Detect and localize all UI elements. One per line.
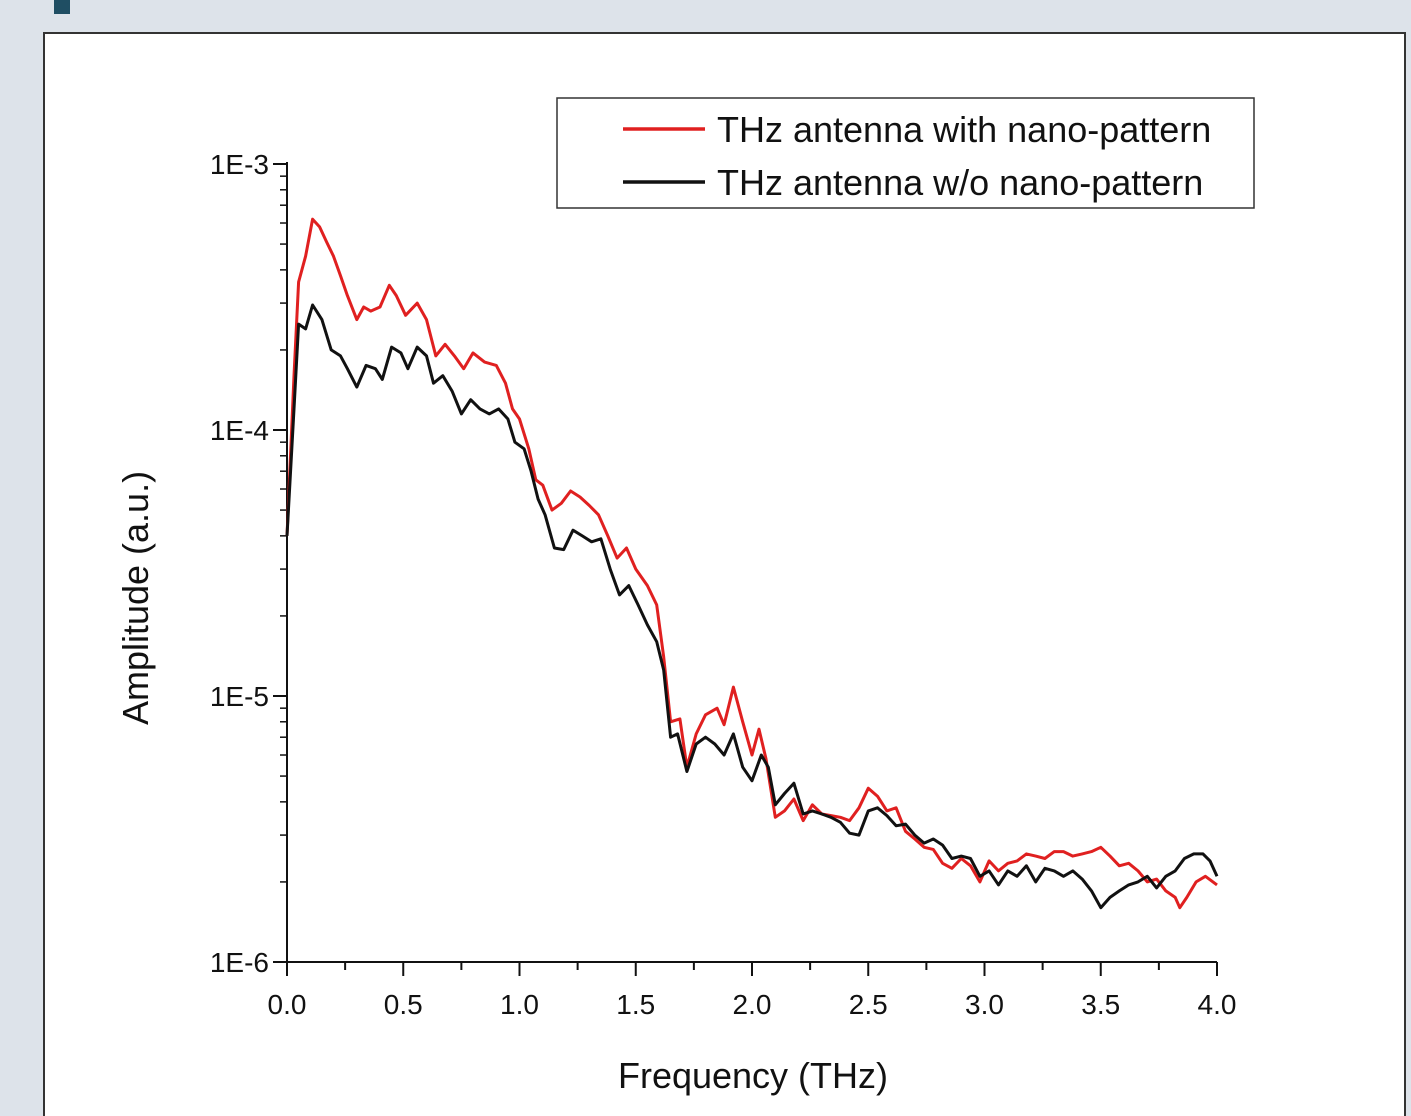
x-tick-label: 1.0 — [500, 989, 539, 1020]
x-tick-label: 4.0 — [1198, 989, 1237, 1020]
legend-label-1: THz antenna w/o nano-pattern — [717, 162, 1203, 203]
x-axis-title: Frequency (THz) — [618, 1055, 888, 1096]
series-line-1 — [285, 303, 1219, 910]
axes: 0.0 0.5 1.0 1.5 2.0 2.5 3.0 3.5 4.0 1E-6 1E-5 1E-4 1… — [210, 149, 1237, 1020]
legend: THz antenna with nano-pattern THz antenn… — [556, 97, 1255, 209]
x-tick-label: 2.0 — [733, 989, 772, 1020]
x-tick-label: 0.0 — [268, 989, 307, 1020]
x-tick-label: 1.5 — [616, 989, 655, 1020]
y-tick-label: 1E-3 — [210, 149, 269, 180]
series-line-0 — [285, 217, 1218, 910]
x-tick-label: 0.5 — [384, 989, 423, 1020]
chart-svg: 0.0 0.5 1.0 1.5 2.0 2.5 3.0 3.5 4.0 1E-6 1E-5 1E-4 1… — [115, 97, 1255, 1096]
x-tick-label: 3.5 — [1081, 989, 1120, 1020]
legend-label-0: THz antenna with nano-pattern — [717, 109, 1211, 150]
top-accent-bar — [54, 0, 70, 14]
y-tick-label: 1E-5 — [210, 681, 269, 712]
x-tick-label: 3.0 — [965, 989, 1004, 1020]
x-tick-label: 2.5 — [849, 989, 888, 1020]
chart-panel: 0.0 0.5 1.0 1.5 2.0 2.5 3.0 3.5 4.0 1E-6 1E-5 1E-4 1… — [43, 32, 1406, 1116]
y-tick-label: 1E-6 — [210, 947, 269, 978]
y-tick-label: 1E-4 — [210, 415, 269, 446]
y-axis-title: Amplitude (a.u.) — [115, 471, 156, 725]
legend-box — [556, 97, 1255, 209]
series-layer — [285, 217, 1219, 910]
